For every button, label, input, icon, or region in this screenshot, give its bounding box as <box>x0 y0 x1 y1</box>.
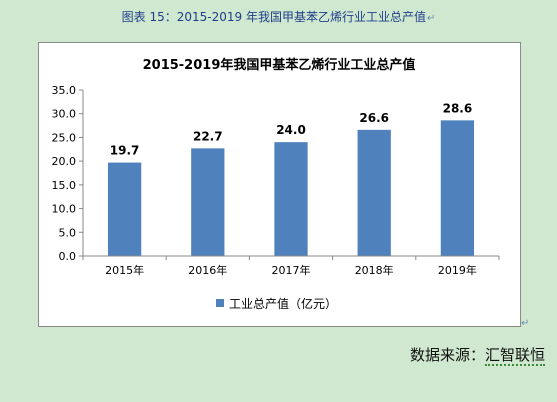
bar-value-label: 26.6 <box>359 111 389 125</box>
bar <box>191 148 225 256</box>
caption-text: 图表 15：2015-2019 年我国甲基苯乙烯行业工业总产值 <box>121 10 426 24</box>
x-tick-label: 2015年 <box>105 263 144 277</box>
y-tick-label: 15.0 <box>52 179 77 192</box>
bar-value-label: 28.6 <box>443 101 473 115</box>
x-tick-label: 2018年 <box>355 263 394 277</box>
y-tick-label: 5.0 <box>59 226 77 239</box>
figure-caption: 图表 15：2015-2019 年我国甲基苯乙烯行业工业总产值↵ <box>0 8 557 25</box>
y-tick-label: 30.0 <box>52 108 77 121</box>
bar <box>440 120 475 257</box>
x-tick-label: 2016年 <box>188 263 227 277</box>
x-tick-label: 2019年 <box>438 263 477 277</box>
paragraph-mark: ↵ <box>521 318 530 329</box>
bar-value-label: 19.7 <box>110 144 140 158</box>
chart-title: 2015-2019年我国甲基苯乙烯行业工业总产值 <box>143 57 416 73</box>
y-tick-label: 25.0 <box>52 131 77 144</box>
bar <box>107 162 142 256</box>
bar <box>357 129 391 256</box>
y-tick-label: 0.0 <box>59 250 77 263</box>
legend-swatch <box>216 299 224 307</box>
source-label: 数据来源： <box>409 346 485 364</box>
legend-label: 工业总产值（亿元） <box>229 296 337 311</box>
x-tick-label: 2017年 <box>272 263 311 277</box>
source-note: 数据来源：汇智联恒 <box>409 344 545 366</box>
bar-value-label: 22.7 <box>193 129 223 143</box>
chart-frame: 2015-2019年我国甲基苯乙烯行业工业总产值 0.0 5.0 10.0 15.0 2… <box>38 42 521 327</box>
y-tick-label: 10.0 <box>52 203 77 216</box>
y-axis: 0.0 5.0 10.0 15.0 20.0 25.0 30.0 35.0 <box>52 84 84 263</box>
y-tick-label: 35.0 <box>52 84 77 97</box>
bar-value-label: 24.0 <box>276 123 306 137</box>
legend: 工业总产值（亿元） <box>216 296 337 311</box>
x-axis: 2015年 2016年 2017年 2018年 2019年 <box>82 255 500 277</box>
paragraph-mark: ↵ <box>426 13 436 24</box>
y-tick-label: 20.0 <box>52 155 77 168</box>
bar-chart: 2015-2019年我国甲基苯乙烯行业工业总产值 0.0 5.0 10.0 15.0 2… <box>52 57 500 311</box>
source-name: 汇智联恒 <box>484 346 545 366</box>
bar <box>274 142 308 256</box>
bars: 19.7 22.7 24.0 26.6 28.6 <box>107 101 475 257</box>
